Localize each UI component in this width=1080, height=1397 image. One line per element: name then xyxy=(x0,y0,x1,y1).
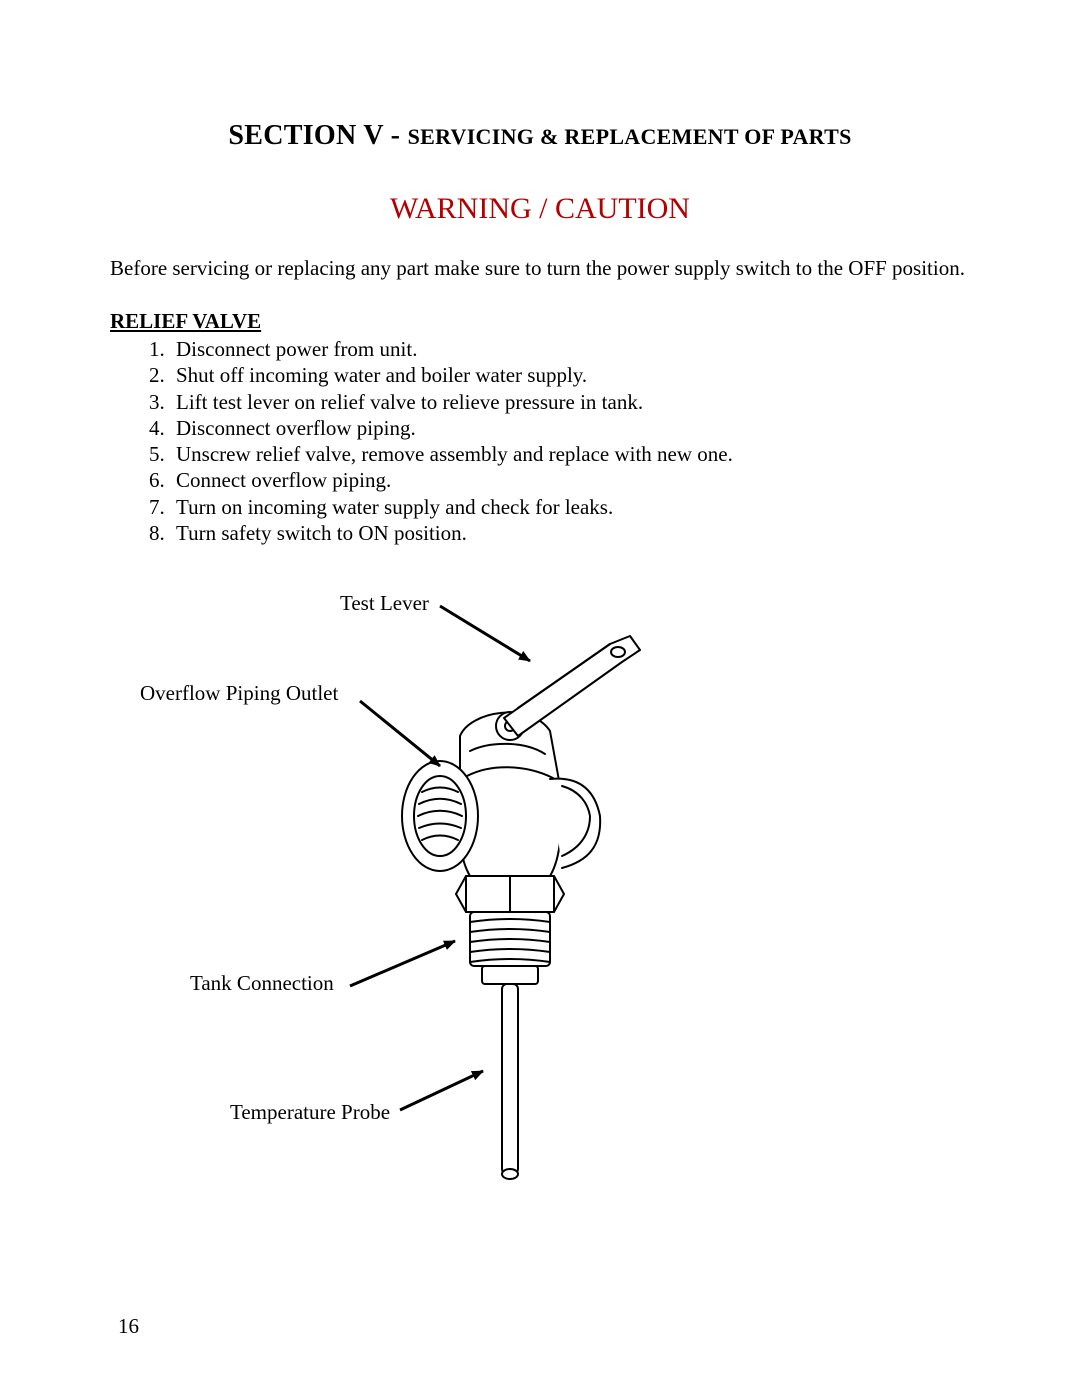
step-item: Disconnect overflow piping. xyxy=(170,415,970,441)
step-item: Disconnect power from unit. xyxy=(170,336,970,362)
valve-svg xyxy=(110,576,970,1216)
step-item: Connect overflow piping. xyxy=(170,467,970,493)
section-separator: - xyxy=(383,120,407,151)
temperature-probe-arrow xyxy=(400,1071,483,1110)
relief-valve-title: RELIEF VALVE xyxy=(110,309,970,334)
valve-illustration xyxy=(402,636,640,1179)
step-item: Turn safety switch to ON position. xyxy=(170,520,970,546)
section-prefix: SECTION V xyxy=(228,120,383,151)
section-suffix: SERVICING & REPLACEMENT OF PARTS xyxy=(408,124,852,149)
warning-heading: WARNING / CAUTION xyxy=(110,192,970,226)
tank-connection-arrow xyxy=(350,941,455,986)
section-title: SECTION V - SERVICING & REPLACEMENT OF P… xyxy=(110,120,970,152)
step-item: Turn on incoming water supply and check … xyxy=(170,494,970,520)
step-item: Lift test lever on relief valve to relie… xyxy=(170,389,970,415)
step-item: Shut off incoming water and boiler water… xyxy=(170,362,970,388)
intro-text: Before servicing or replacing any part m… xyxy=(110,256,970,281)
overflow-outlet-arrow xyxy=(360,701,440,766)
page-number: 16 xyxy=(118,1314,139,1339)
relief-valve-steps: Disconnect power from unit. Shut off inc… xyxy=(110,336,970,546)
test-lever-arrow xyxy=(440,606,530,661)
relief-valve-diagram: Test Lever Overflow Piping Outlet Tank C… xyxy=(110,576,970,1216)
step-item: Unscrew relief valve, remove assembly an… xyxy=(170,441,970,467)
page-root: SECTION V - SERVICING & REPLACEMENT OF P… xyxy=(0,0,1080,1397)
